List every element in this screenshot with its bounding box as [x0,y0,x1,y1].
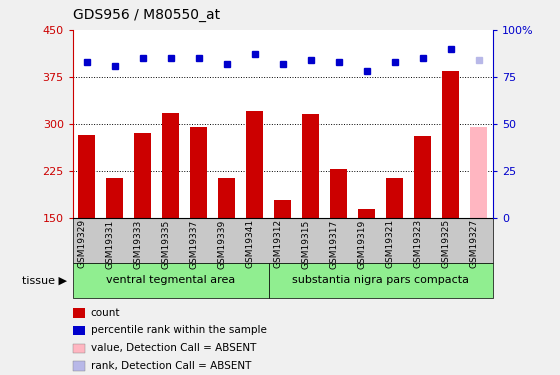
Bar [106,178,123,218]
Text: GSM19335: GSM19335 [162,219,171,268]
Bar [246,111,263,218]
Text: GSM19325: GSM19325 [442,219,451,268]
Bar [470,127,487,218]
Bar [190,127,207,218]
Bar [274,200,291,217]
Text: tissue ▶: tissue ▶ [22,275,67,285]
Text: GSM19315: GSM19315 [302,219,311,268]
Bar [302,114,319,218]
Bar [78,135,95,218]
Text: GSM19312: GSM19312 [274,219,283,268]
Text: GSM19319: GSM19319 [358,219,367,268]
Text: GSM19321: GSM19321 [386,219,395,268]
Text: GSM19329: GSM19329 [78,219,87,268]
Text: count: count [91,308,120,318]
Bar [134,133,151,218]
Text: GSM19341: GSM19341 [246,219,255,268]
Bar [386,178,403,218]
Text: GSM19317: GSM19317 [330,219,339,268]
Bar [162,112,179,218]
Text: ventral tegmental area: ventral tegmental area [106,275,235,285]
Bar [330,169,347,217]
Text: GSM19327: GSM19327 [470,219,479,268]
Text: substantia nigra pars compacta: substantia nigra pars compacta [292,275,469,285]
Text: GSM19337: GSM19337 [190,219,199,268]
Text: GSM19323: GSM19323 [414,219,423,268]
Text: GSM19339: GSM19339 [218,219,227,268]
Bar [442,70,459,217]
Text: value, Detection Call = ABSENT: value, Detection Call = ABSENT [91,343,256,353]
Bar [358,209,375,218]
Text: rank, Detection Call = ABSENT: rank, Detection Call = ABSENT [91,361,251,370]
Text: percentile rank within the sample: percentile rank within the sample [91,326,267,335]
Text: GSM19333: GSM19333 [134,219,143,268]
Text: GDS956 / M80550_at: GDS956 / M80550_at [73,9,220,22]
Bar [414,136,431,218]
Text: GSM19331: GSM19331 [106,219,115,268]
Bar [218,178,235,218]
